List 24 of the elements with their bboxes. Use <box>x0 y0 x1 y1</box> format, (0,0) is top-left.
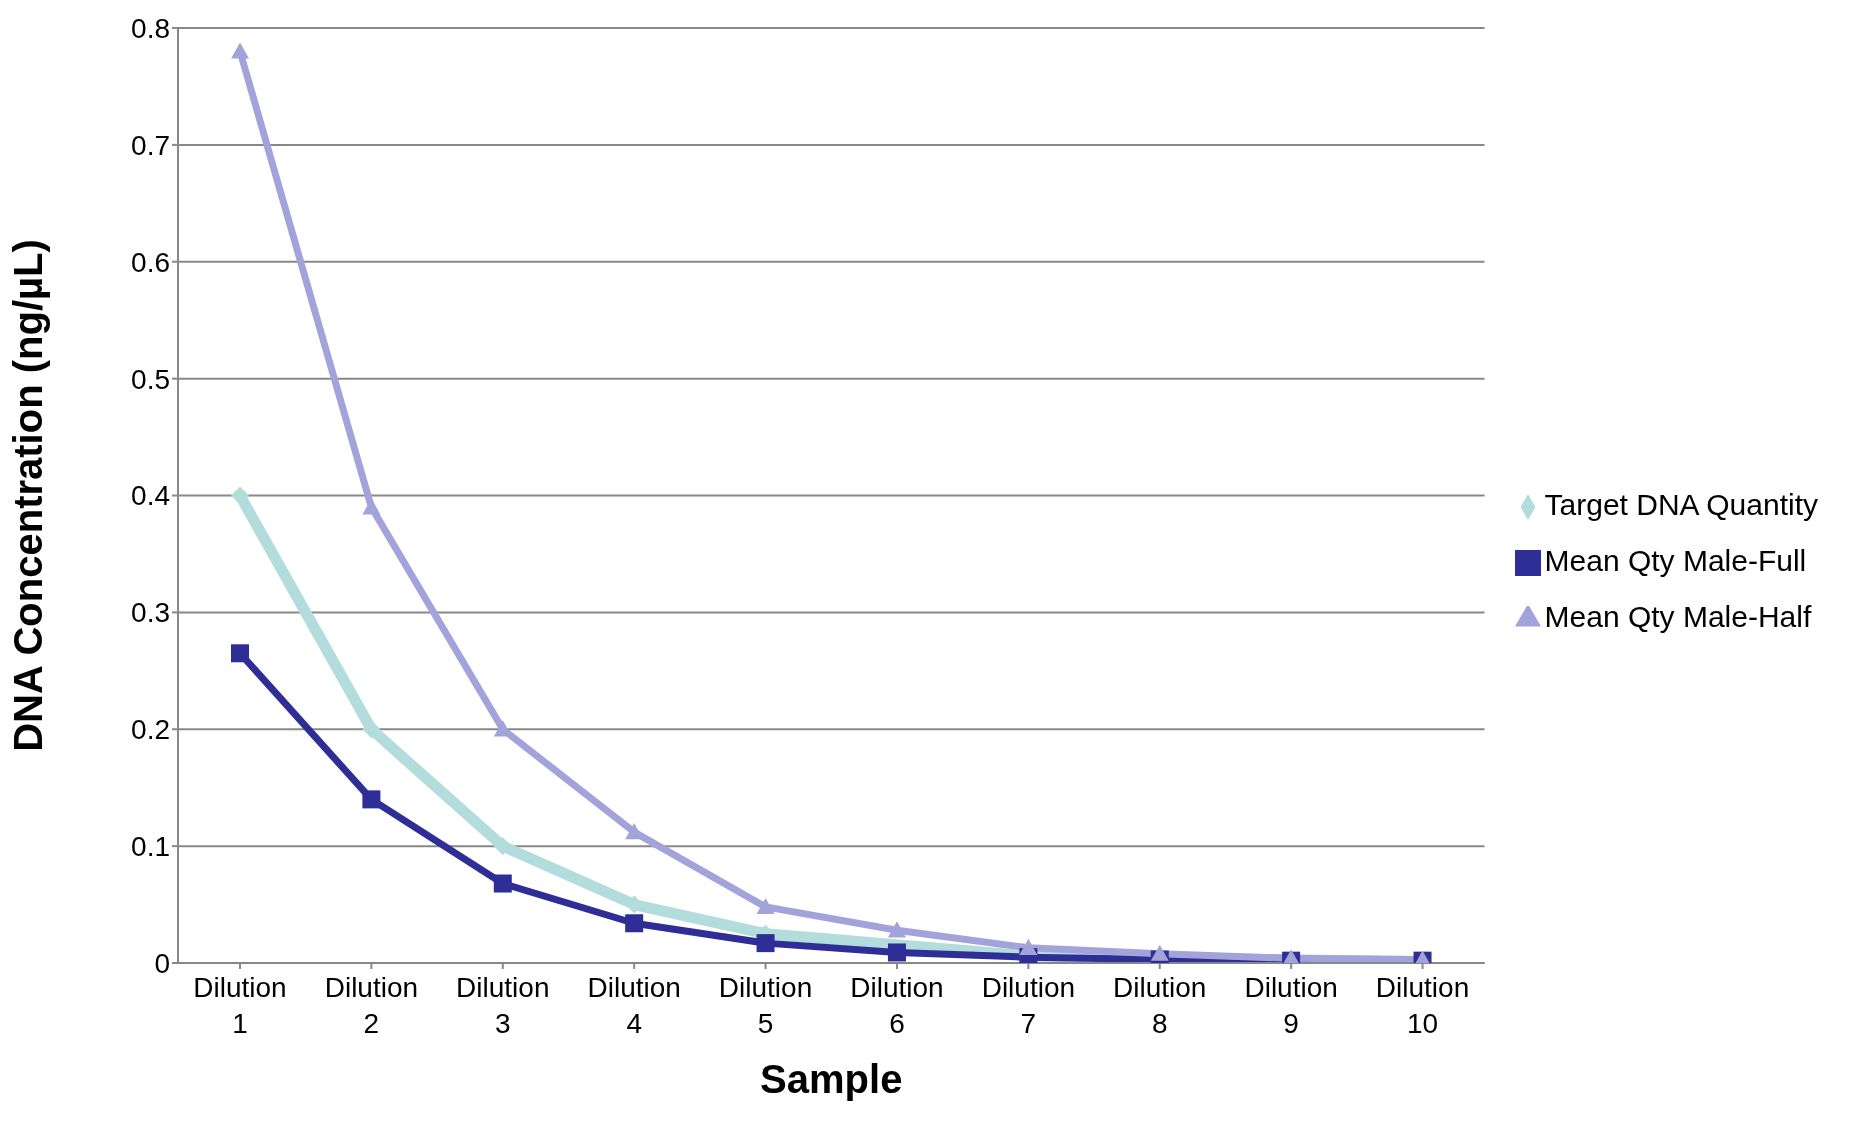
legend-label: Target DNA Quantity <box>1544 487 1818 521</box>
y-tick-label: 0.7 <box>131 129 170 161</box>
legend-label: Mean Qty Male-Half <box>1544 599 1812 633</box>
y-tick-label: 0.8 <box>131 12 170 44</box>
x-tick-label: Dilution 4 <box>587 971 681 1039</box>
y-tick-label: 0.5 <box>131 363 170 395</box>
y-tick-label: 0.2 <box>131 714 170 746</box>
legend-label: Mean Qty Male-Full <box>1544 543 1807 577</box>
x-tick-label: Dilution 5 <box>718 971 813 1039</box>
y-tick-label: 0.6 <box>131 246 170 278</box>
x-tick-label: Dilution 1 <box>193 971 287 1039</box>
x-tick-label: Dilution 9 <box>1244 971 1338 1039</box>
x-tick-label: Dilution 6 <box>850 971 944 1039</box>
y-tick-label: 0.1 <box>131 831 170 863</box>
x-axis-title: Sample <box>760 1057 903 1101</box>
x-tick-label: Dilution 2 <box>324 971 419 1039</box>
x-tick-label: Dilution 8 <box>1113 971 1207 1039</box>
x-tick-label: Dilution 3 <box>456 971 550 1039</box>
x-tick-label: Dilution 10 <box>1375 971 1470 1039</box>
y-tick-label: 0 <box>154 947 170 979</box>
y-tick-label: 0.3 <box>131 597 170 629</box>
y-axis-title: DNA Concentration (ng/µL) <box>6 239 51 752</box>
x-tick-label: Dilution 7 <box>981 971 1076 1039</box>
y-tick-label: 0.4 <box>131 480 170 512</box>
